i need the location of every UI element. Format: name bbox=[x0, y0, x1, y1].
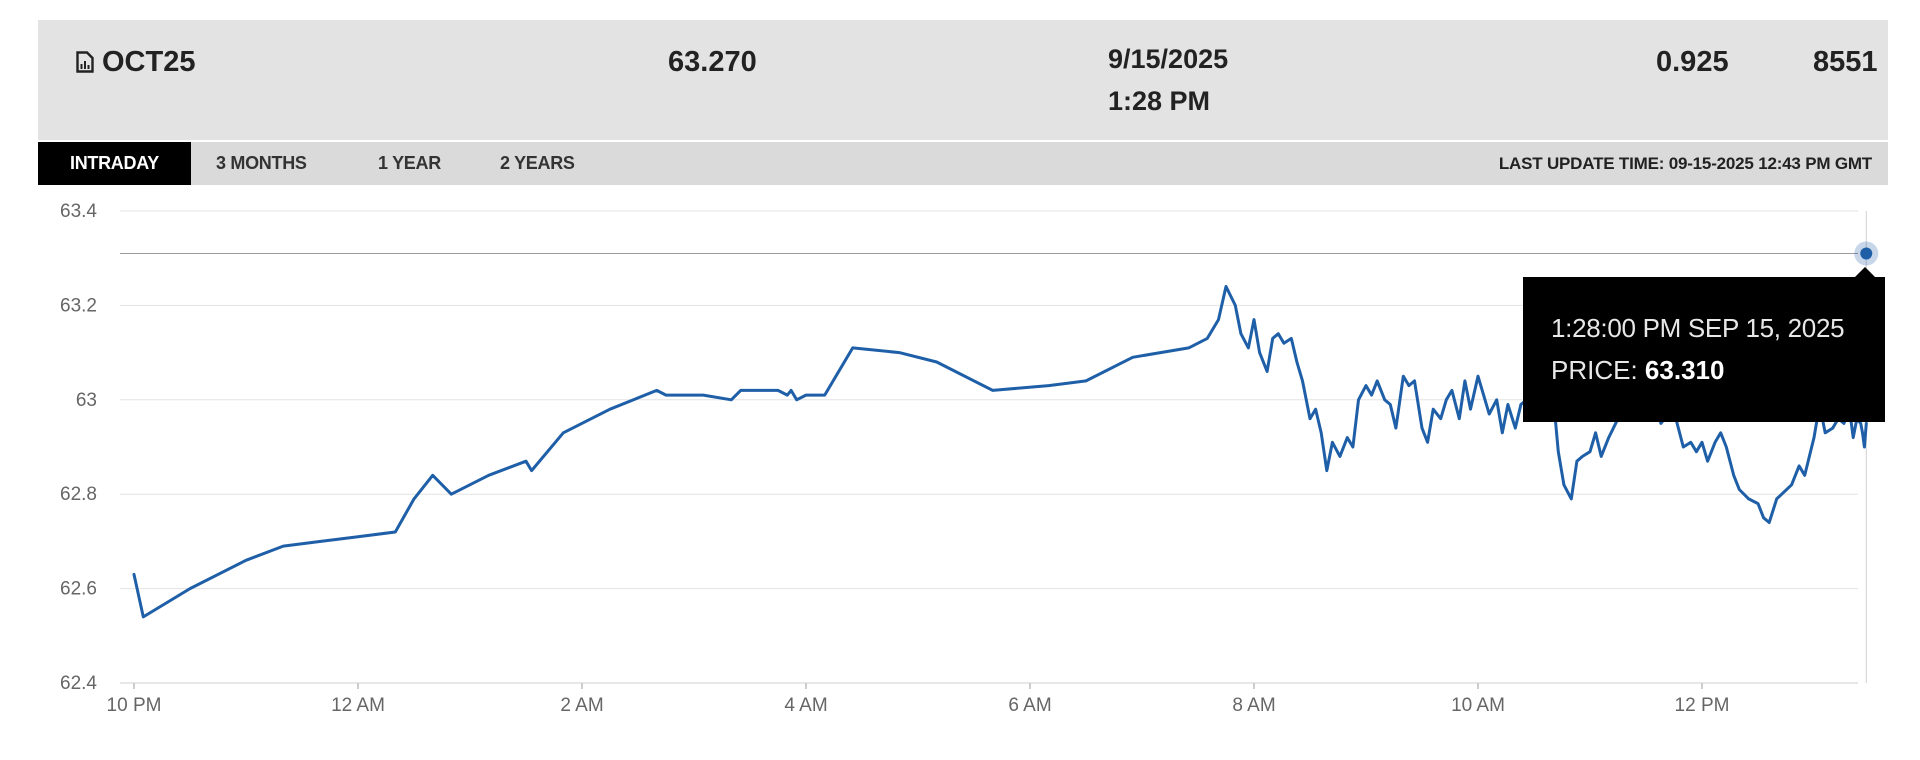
last-update-time: LAST UPDATE TIME: 09-15-2025 12:43 PM GM… bbox=[1498, 154, 1872, 173]
x-tick-label: 12 PM bbox=[1675, 695, 1730, 716]
y-tick-label: 62.4 bbox=[60, 673, 97, 694]
tab-2-years[interactable]: 2 YEARS bbox=[500, 153, 575, 173]
tab-1-year[interactable]: 1 YEAR bbox=[378, 153, 441, 173]
x-tick-label: 10 AM bbox=[1451, 695, 1505, 716]
tooltip-price-label: PRICE: bbox=[1551, 355, 1638, 385]
y-tick-label: 62.8 bbox=[60, 484, 97, 505]
price-change: 0.925 bbox=[1656, 46, 1729, 78]
contract-name: OCT25 bbox=[102, 46, 196, 78]
range-tabs: INTRADAY 3 MONTHS 1 YEAR 2 YEARS LAST UP… bbox=[38, 142, 1888, 185]
volume: 8551 bbox=[1813, 46, 1878, 78]
price-tooltip: 1:28:00 PM SEP 15, 2025 PRICE: 63.310 bbox=[1523, 267, 1885, 422]
tooltip-price-value: 63.310 bbox=[1644, 355, 1725, 385]
quote-time: 1:28 PM bbox=[1108, 86, 1211, 116]
x-tick-label: 4 AM bbox=[784, 695, 827, 716]
price-series-line bbox=[132, 285, 1868, 619]
x-tick-label: 2 AM bbox=[560, 695, 603, 716]
contract-cell[interactable]: OCT25 bbox=[76, 46, 195, 79]
quote-header: OCT25 63.270 9/15/2025 1:28 PM 0.925 855… bbox=[38, 20, 1888, 140]
hover-point bbox=[1860, 247, 1873, 260]
y-tick-label: 63.4 bbox=[60, 201, 97, 222]
tab-3-months[interactable]: 3 MONTHS bbox=[216, 153, 307, 173]
tooltip-price: PRICE: 63.310 bbox=[1551, 355, 1724, 386]
tooltip-arrow bbox=[1855, 267, 1875, 277]
x-tick-label: 10 PM bbox=[107, 695, 162, 716]
quote-date: 9/15/2025 bbox=[1108, 44, 1229, 74]
y-tick-label: 62.6 bbox=[60, 579, 97, 600]
x-tick-label: 6 AM bbox=[1008, 695, 1051, 716]
tab-intraday[interactable]: INTRADAY bbox=[38, 142, 191, 185]
tooltip-time: 1:28:00 PM SEP 15, 2025 bbox=[1551, 313, 1845, 343]
document-icon bbox=[76, 48, 94, 73]
intraday-price-chart[interactable]: 62.4 62.6 62.8 63 63.2 63.4 10 PM 12 AM 2 AM 4 AM… bbox=[0, 185, 1920, 760]
last-price: 63.270 bbox=[668, 46, 757, 78]
y-tick-label: 63 bbox=[76, 390, 97, 411]
y-tick-label: 63.2 bbox=[60, 295, 97, 316]
x-tick-label: 8 AM bbox=[1232, 695, 1275, 716]
x-tick-label: 12 AM bbox=[331, 695, 385, 716]
